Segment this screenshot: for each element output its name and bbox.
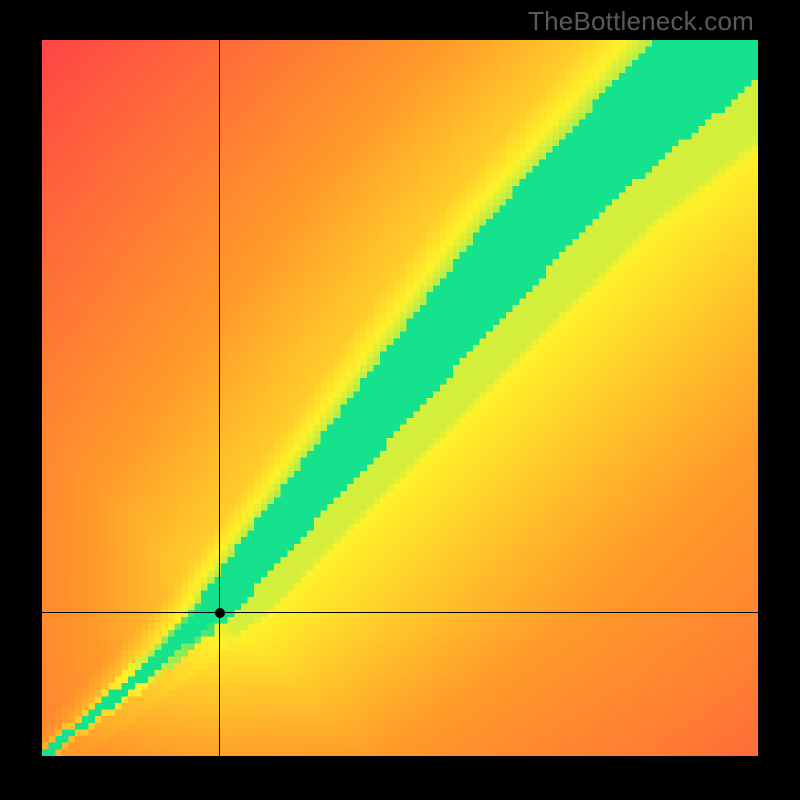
crosshair-vertical	[219, 40, 220, 756]
heatmap-chart	[42, 40, 758, 756]
crosshair-marker	[215, 608, 225, 618]
watermark-text: TheBottleneck.com	[528, 6, 754, 37]
heatmap-canvas	[42, 40, 758, 756]
crosshair-horizontal	[42, 612, 758, 613]
